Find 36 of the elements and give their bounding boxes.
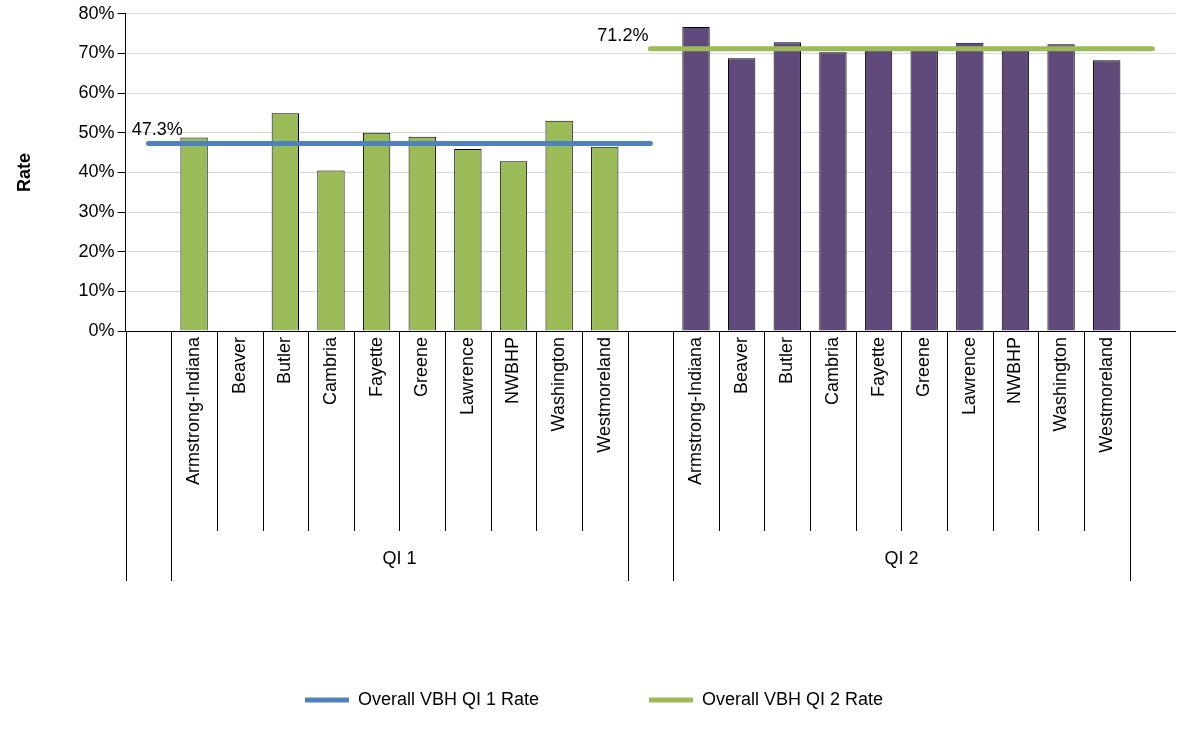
x-tick-label: Beaver <box>228 337 249 395</box>
y-tick-label: 0% <box>88 319 115 340</box>
data-label: 71.2% <box>597 24 649 45</box>
x-tick-label: Lawrence <box>958 337 979 416</box>
x-tick-label: NWBHP <box>502 337 523 404</box>
x-tick-label: Beaver <box>730 337 751 395</box>
x-tick-label: Cambria <box>821 336 842 406</box>
x-tick-label: Westmoreland <box>593 337 614 453</box>
x-tick-label: Fayette <box>867 337 888 398</box>
legend-label: Overall VBH QI 1 Rate <box>357 688 540 709</box>
x-tick-label: Armstrong-Indiana <box>183 336 204 486</box>
y-tick-label: 60% <box>78 82 115 103</box>
x-tick-label: Washington <box>1050 337 1071 432</box>
y-tick-label: 50% <box>78 121 115 142</box>
x-tick-label: Washington <box>548 337 569 432</box>
x-tick-label: Butler <box>776 337 797 385</box>
x-tick-label: Greene <box>913 337 934 398</box>
text: QI 2 <box>884 547 919 568</box>
x-tick-label: Lawrence <box>456 337 477 416</box>
x-tick-label: Greene <box>411 337 432 398</box>
text: QI 1 <box>382 547 417 568</box>
x-tick-label: Butler <box>274 337 295 385</box>
x-tick-label: Armstrong-Indiana <box>685 336 705 486</box>
y-tick-label: 40% <box>78 161 115 182</box>
x-tick-label: Cambria <box>319 336 340 406</box>
y-tick-label: 70% <box>78 42 115 63</box>
y-tick-label: 20% <box>78 240 115 261</box>
x-tick-label: NWBHP <box>1004 337 1025 404</box>
y-axis-title: Rate <box>13 152 34 192</box>
y-tick-label: 10% <box>78 280 115 301</box>
y-tick-label: 80% <box>78 2 115 23</box>
legend-label: Overall VBH QI 2 Rate <box>702 688 884 709</box>
data-label: 47.3% <box>131 119 183 140</box>
y-tick-label: 30% <box>78 201 115 222</box>
x-tick-label: Fayette <box>365 337 386 398</box>
x-tick-label: Westmoreland <box>1095 337 1116 453</box>
